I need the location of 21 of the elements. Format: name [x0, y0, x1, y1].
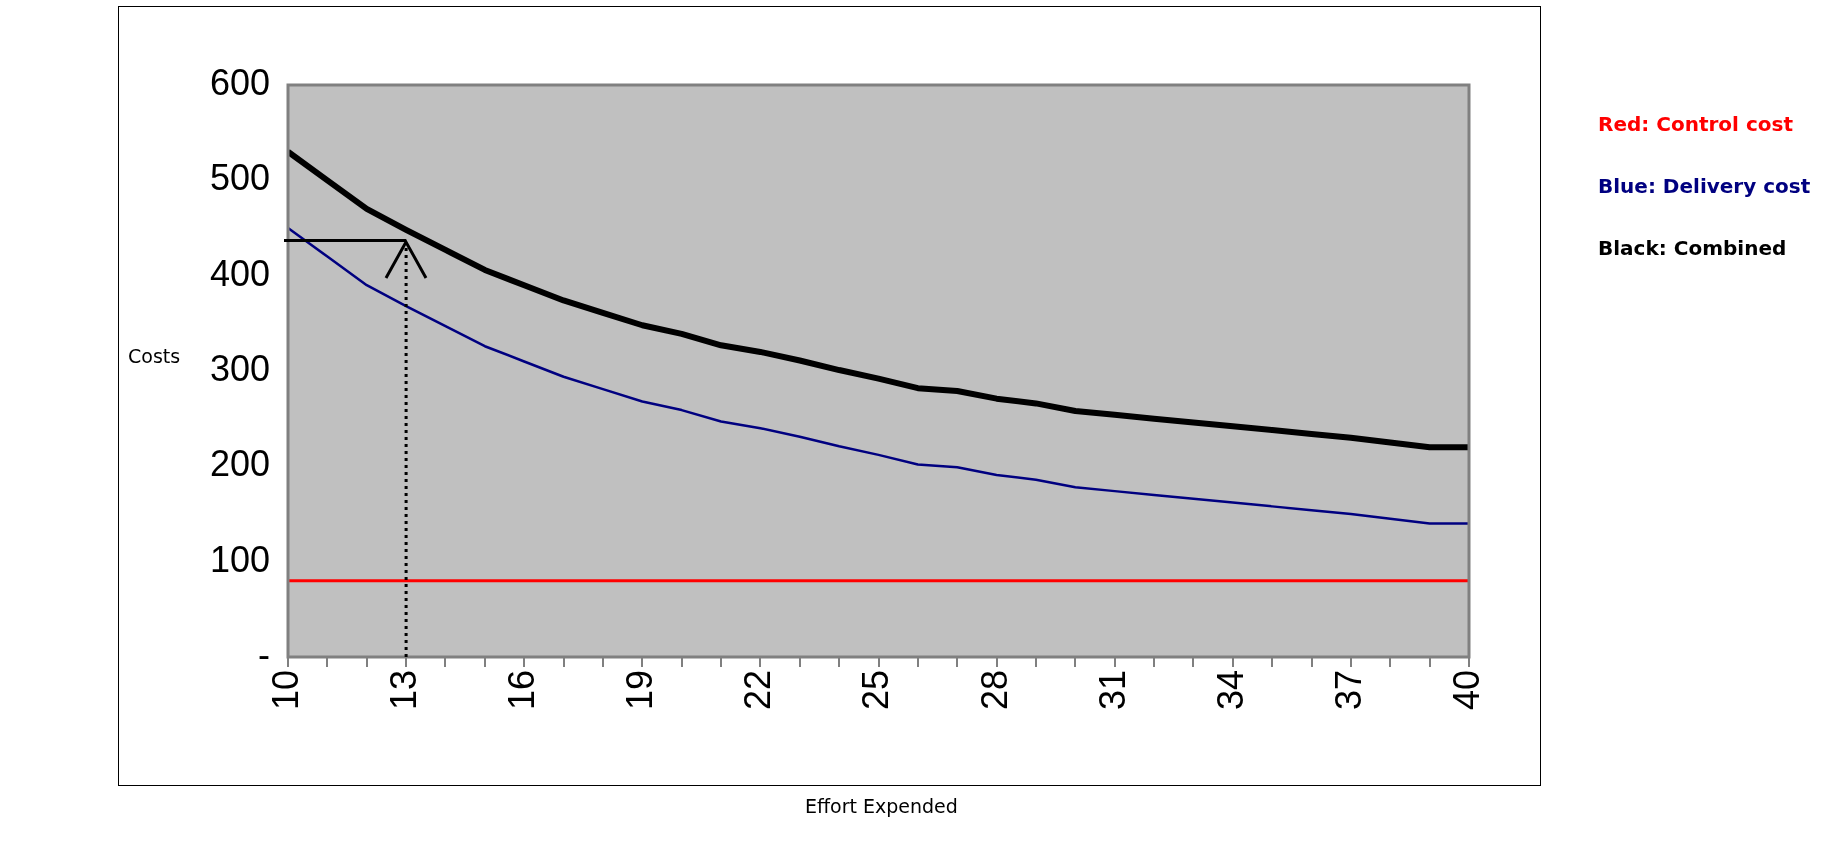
text: Blue: Delivery cost — [1598, 174, 1811, 200]
x-tick-label: 16 — [501, 670, 543, 711]
y-tick-label: 300 — [209, 347, 270, 389]
x-tick-label: 37 — [1327, 670, 1369, 711]
x-tick-label: 34 — [1209, 670, 1251, 711]
x-tick-label: 13 — [383, 670, 425, 711]
y-tick-label: 100 — [209, 538, 270, 580]
x-axis-title: Effort Expended — [805, 795, 958, 817]
y-tick-label: 400 — [209, 252, 270, 294]
y-axis-title: Costs — [128, 345, 181, 367]
x-tick-label: 22 — [737, 670, 779, 711]
x-tick-label: 25 — [855, 670, 897, 711]
y-tick-label: 600 — [209, 61, 270, 103]
y-tick-label: 500 — [209, 157, 270, 199]
x-tick-label: 19 — [619, 670, 661, 711]
x-tick-label: 28 — [973, 670, 1015, 711]
y-tick-label: 200 — [209, 443, 270, 485]
text: Red: Control cost — [1598, 112, 1794, 138]
x-tick-label: 31 — [1091, 670, 1133, 711]
x-tick-label: 40 — [1445, 670, 1487, 711]
text: Black: Combined — [1598, 236, 1788, 262]
